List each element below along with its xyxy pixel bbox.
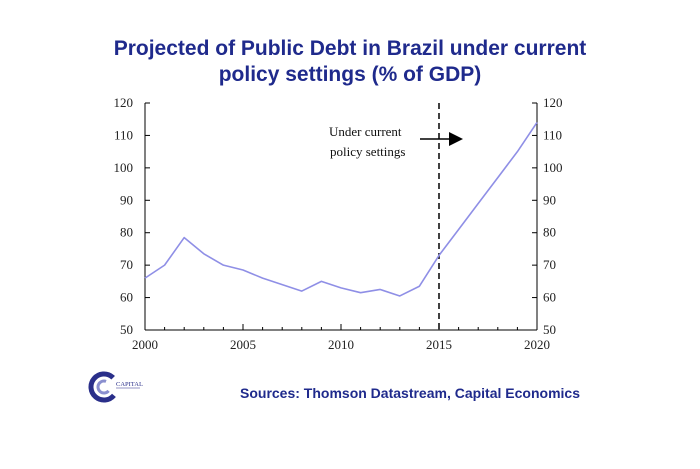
series-layer (144, 122, 538, 297)
chart-title-line-1: Projected of Public Debt in Brazil under… (113, 37, 587, 60)
projection-annotation: Under current policy settings (329, 124, 463, 159)
y-tick-label-right: 60 (543, 290, 556, 305)
series-line (144, 122, 538, 297)
right-arrow-icon (449, 132, 463, 146)
y-tick-label-left: 60 (120, 290, 133, 305)
y-tick-label-left: 100 (114, 160, 134, 175)
y-tick-label-left: 120 (114, 95, 134, 110)
y-tick-label-right: 120 (543, 95, 563, 110)
annotation-line-2: policy settings (330, 144, 405, 159)
x-tick-label: 2020 (524, 337, 550, 352)
x-tick-label: 2010 (328, 337, 354, 352)
y-tick-label-left: 110 (114, 127, 133, 142)
capital-economics-logo: CAPITAL (88, 370, 148, 404)
logo-text: CAPITAL (116, 381, 143, 388)
y-tick-label-right: 90 (543, 192, 556, 207)
annotation-line-1: Under current (329, 124, 402, 139)
x-tick-label: 2005 (230, 337, 256, 352)
x-tick-label: 2015 (426, 337, 452, 352)
chart-title-line-2: policy settings (% of GDP) (218, 63, 482, 86)
y-tick-label-left: 90 (120, 192, 133, 207)
y-tick-label-right: 100 (543, 160, 563, 175)
x-tick-label: 2000 (132, 337, 158, 352)
sources-note: Sources: Thomson Datastream, Capital Eco… (240, 385, 580, 401)
left-y-axis: 50 60 70 80 90 100 110 120 (114, 95, 150, 337)
y-tick-label-right: 50 (543, 322, 556, 337)
y-tick-label-left: 50 (120, 322, 133, 337)
y-tick-label-right: 70 (543, 257, 556, 272)
chart-title: Projected of Public Debt in Brazil under… (0, 36, 700, 88)
y-tick-label-left: 80 (120, 225, 133, 240)
x-axis: 2000 2005 2010 2015 2020 (132, 324, 550, 352)
y-tick-label-right: 110 (543, 127, 562, 142)
capital-economics-logo-icon: CAPITAL (88, 371, 143, 403)
y-tick-label-left: 70 (120, 257, 133, 272)
y-tick-label-right: 80 (543, 225, 556, 240)
right-y-axis: 50 60 70 80 90 100 110 120 (532, 95, 563, 337)
